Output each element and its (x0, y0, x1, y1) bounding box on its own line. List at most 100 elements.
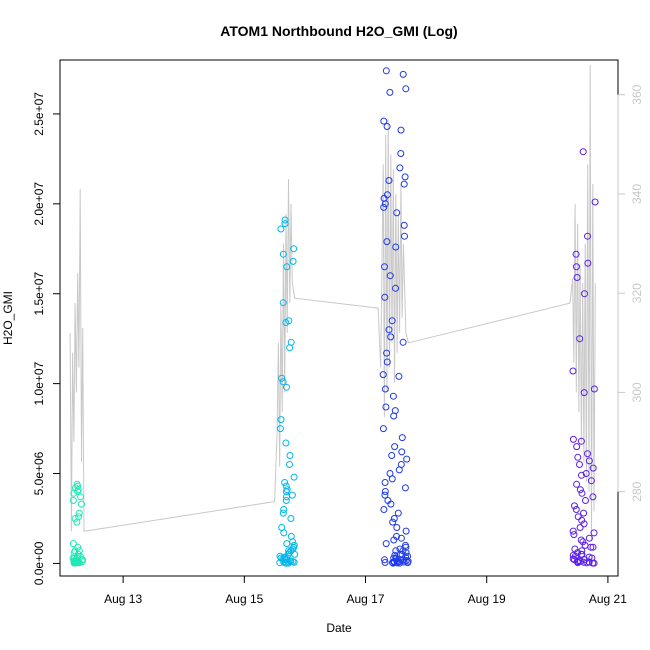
data-point (403, 455, 411, 463)
data-point (390, 536, 398, 544)
data-point (69, 497, 77, 504)
data-point (571, 502, 578, 510)
data-point (581, 290, 588, 298)
data-point (381, 385, 389, 393)
data-point (388, 452, 396, 459)
chart-title: ATOM1 Northbound H2O_GMI (Log) (220, 23, 457, 39)
y-tick-label: 1.0e+07 (32, 361, 46, 405)
data-point (75, 509, 83, 517)
data-point (591, 198, 599, 206)
data-point (283, 540, 291, 548)
data-point (379, 371, 387, 379)
data-point (389, 518, 397, 526)
x-axis: Aug 13 Aug 15 Aug 17 Aug 19 Aug 21 (104, 575, 627, 606)
data-point (404, 559, 412, 567)
data-point (276, 559, 284, 567)
data-point (401, 232, 408, 240)
data-point (590, 559, 598, 567)
data-point (379, 425, 387, 433)
y-tick-label: 2.5e+07 (32, 92, 46, 136)
data-point (587, 543, 595, 551)
data-point (398, 550, 406, 558)
data-point (381, 479, 389, 486)
data-point (573, 558, 581, 566)
data-point (277, 416, 285, 424)
y-axis-label: H2O_GMI (1, 291, 15, 345)
data-point (578, 547, 586, 555)
data-point (279, 299, 287, 307)
data-point (389, 392, 397, 400)
data-point (395, 372, 403, 380)
data-point (572, 506, 580, 513)
data-point (577, 437, 585, 445)
data-point (76, 552, 84, 560)
data-point (278, 374, 286, 382)
data-point (388, 475, 396, 483)
data-point (576, 461, 583, 468)
data-point (582, 497, 589, 504)
data-point (589, 464, 597, 472)
data-point (280, 506, 288, 513)
data-point (577, 536, 585, 544)
data-point (578, 489, 586, 497)
data-point (385, 177, 393, 184)
data-point (72, 484, 79, 492)
y-tick-label: 1.5e+07 (32, 272, 46, 316)
data-point (281, 216, 289, 224)
data-point (584, 259, 592, 267)
data-point (393, 524, 401, 531)
data-point (382, 403, 390, 411)
data-point (585, 457, 593, 465)
overlay-series-layer (69, 64, 596, 542)
right-y-tick-label: 300 (630, 382, 644, 402)
data-point (383, 123, 391, 130)
data-point (402, 85, 410, 93)
data-point (398, 434, 406, 442)
data-point (399, 70, 407, 78)
x-tick-label: Aug 13 (104, 592, 142, 606)
data-point (286, 344, 294, 352)
data-point (580, 509, 588, 517)
data-point (401, 173, 409, 181)
data-point (584, 450, 591, 458)
data-point (398, 448, 406, 456)
data-point (576, 335, 584, 343)
data-point (282, 482, 290, 490)
data-point (390, 412, 398, 420)
data-point (396, 164, 404, 172)
data-point (291, 550, 299, 558)
scatter-points-layer (69, 67, 599, 567)
data-point (290, 245, 298, 253)
data-point (380, 117, 388, 125)
right-y-tick-label: 360 (630, 84, 644, 104)
x-tick-label: Aug 17 (346, 592, 384, 606)
data-point (590, 529, 598, 537)
y-tick-label: 5.0e+06 (32, 451, 46, 495)
data-point (402, 527, 410, 535)
data-point (578, 550, 586, 558)
data-point (572, 263, 580, 271)
data-point (394, 509, 402, 517)
data-point (383, 238, 391, 246)
data-point (70, 559, 78, 567)
data-point (569, 367, 577, 375)
data-point (290, 473, 298, 481)
data-point (397, 126, 405, 134)
y-tick-label: 2.0e+07 (32, 182, 46, 226)
data-point (397, 150, 405, 157)
data-point (400, 221, 408, 229)
data-point (572, 250, 580, 258)
data-point (401, 484, 409, 492)
data-point (283, 493, 290, 501)
data-point (400, 180, 408, 188)
data-point (381, 263, 388, 271)
data-point (71, 515, 79, 522)
data-point (573, 274, 581, 281)
data-point (282, 559, 290, 567)
data-point (399, 547, 407, 555)
data-point (381, 556, 388, 564)
data-point (286, 461, 293, 468)
flight-2-points (276, 216, 299, 567)
data-point (381, 293, 389, 301)
plot-frame (59, 59, 619, 577)
